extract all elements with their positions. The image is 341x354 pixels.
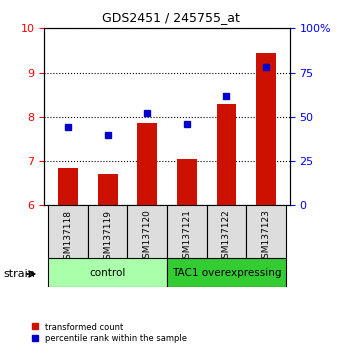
Text: GSM137121: GSM137121 [182,210,191,264]
Text: GSM137118: GSM137118 [63,208,73,263]
Legend: transformed count, percentile rank within the sample: transformed count, percentile rank withi… [31,322,187,343]
Text: GSM137122: GSM137122 [222,210,231,264]
Bar [58,168,78,205]
Text: GSM137122: GSM137122 [222,208,231,263]
FancyBboxPatch shape [128,205,167,258]
Text: GSM137120: GSM137120 [143,208,152,263]
Text: GSM137123: GSM137123 [262,210,271,264]
Bar [217,103,236,205]
Text: GSM137119: GSM137119 [103,210,112,264]
FancyBboxPatch shape [167,258,286,287]
Text: TAC1 overexpressing: TAC1 overexpressing [172,268,281,278]
Text: GSM137119: GSM137119 [103,208,112,263]
Bar [98,175,118,205]
Text: GSM137123: GSM137123 [262,208,271,263]
Bar [256,53,276,205]
Text: GDS2451 / 245755_at: GDS2451 / 245755_at [102,11,239,24]
FancyBboxPatch shape [48,205,88,258]
FancyBboxPatch shape [207,205,246,258]
Text: control: control [89,268,126,278]
Bar [177,159,197,205]
FancyBboxPatch shape [167,205,207,258]
FancyBboxPatch shape [48,258,167,287]
Text: GSM137118: GSM137118 [63,210,73,264]
Bar [137,124,157,205]
Text: GSM137121: GSM137121 [182,208,191,263]
FancyBboxPatch shape [246,205,286,258]
FancyBboxPatch shape [88,205,128,258]
Text: GSM137120: GSM137120 [143,210,152,264]
Text: strain: strain [3,269,35,279]
